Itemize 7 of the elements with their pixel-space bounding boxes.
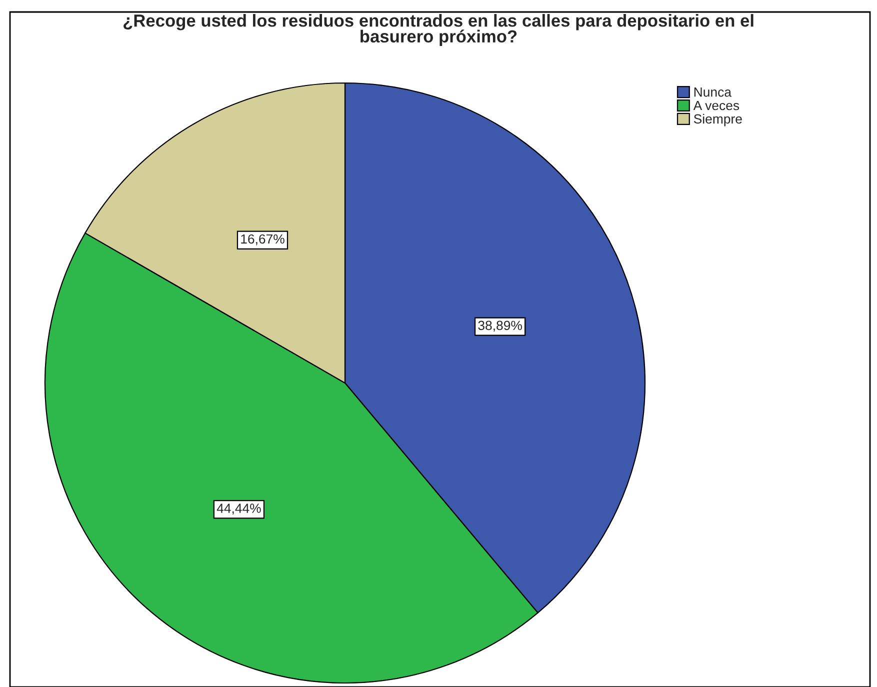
data-label: 44,44% bbox=[216, 504, 261, 515]
legend-label: Nunca bbox=[694, 88, 732, 97]
legend-label: Siempre bbox=[694, 114, 742, 126]
data-label: 16,67% bbox=[241, 234, 284, 246]
data-label: 38,89% bbox=[478, 320, 522, 332]
chart-title: ¿Recoge usted los residuos encontrados en las calles para depositario en el basurero próximo? bbox=[124, 14, 754, 46]
legend-label: A veces bbox=[693, 100, 740, 110]
